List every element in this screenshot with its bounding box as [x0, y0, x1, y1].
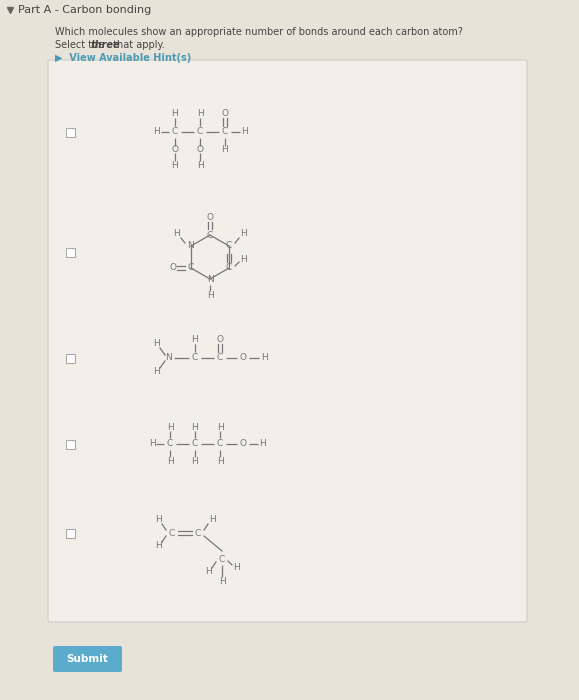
Text: H: H [174, 230, 180, 239]
Text: H: H [197, 160, 203, 169]
Text: H: H [153, 340, 159, 349]
Text: H: H [219, 577, 225, 585]
Text: O: O [171, 146, 178, 155]
Text: H: H [192, 423, 199, 431]
Text: H: H [167, 456, 173, 466]
Bar [65, 528, 75, 538]
Text: H: H [240, 230, 247, 239]
Text: C: C [217, 440, 223, 449]
Text: H: H [197, 109, 203, 118]
Text: H: H [192, 456, 199, 466]
Text: H: H [153, 368, 159, 377]
Text: C: C [192, 354, 198, 363]
Text: H: H [240, 256, 247, 265]
FancyBboxPatch shape [53, 646, 122, 672]
Text: H: H [207, 290, 214, 300]
FancyBboxPatch shape [48, 60, 527, 622]
Text: Select the: Select the [55, 40, 108, 50]
Text: O: O [222, 109, 229, 118]
Text: O: O [240, 440, 247, 449]
Text: C: C [192, 440, 198, 449]
Text: Part A - Carbon bonding: Part A - Carbon bonding [18, 5, 151, 15]
Text: C: C [197, 127, 203, 136]
Text: C: C [226, 241, 232, 251]
Text: H: H [217, 456, 223, 466]
Text: H: H [222, 146, 228, 155]
Text: that apply.: that apply. [110, 40, 165, 50]
Bar [65, 354, 75, 363]
Text: H: H [259, 440, 266, 449]
Text: N: N [207, 274, 214, 284]
Text: H: H [167, 423, 173, 431]
Text: H: H [153, 127, 160, 136]
Text: H: H [155, 515, 162, 524]
Text: C: C [169, 528, 175, 538]
Text: ▶  View Available Hint(s): ▶ View Available Hint(s) [55, 53, 191, 63]
Text: C: C [207, 230, 213, 239]
Text: H: H [261, 354, 267, 363]
Text: O: O [207, 214, 214, 223]
Text: C: C [222, 127, 228, 136]
Bar [65, 440, 75, 449]
Text: C: C [188, 263, 194, 272]
Text: O: O [196, 146, 203, 155]
Text: Submit: Submit [67, 654, 108, 664]
Text: H: H [204, 568, 211, 577]
Text: O: O [217, 335, 223, 344]
Text: H: H [241, 127, 248, 136]
Text: H: H [233, 563, 239, 571]
Text: H: H [171, 160, 178, 169]
Text: O: O [240, 354, 247, 363]
Text: C: C [172, 127, 178, 136]
Text: N: N [164, 354, 171, 363]
Text: C: C [219, 554, 225, 564]
Text: C: C [226, 263, 232, 272]
Text: H: H [192, 335, 199, 344]
Text: H: H [155, 542, 162, 550]
Text: Which molecules show an appropriate number of bonds around each carbon atom?: Which molecules show an appropriate numb… [55, 27, 463, 37]
Text: O: O [170, 263, 177, 272]
Text: C: C [195, 528, 201, 538]
Text: C: C [217, 354, 223, 363]
Text: C: C [167, 440, 173, 449]
Bar [65, 127, 75, 136]
Text: H: H [208, 515, 215, 524]
Text: H: H [217, 423, 223, 431]
Bar [65, 248, 75, 256]
Text: H: H [149, 440, 155, 449]
Text: H: H [171, 109, 178, 118]
Text: N: N [188, 241, 195, 251]
Text: three: three [91, 40, 120, 50]
